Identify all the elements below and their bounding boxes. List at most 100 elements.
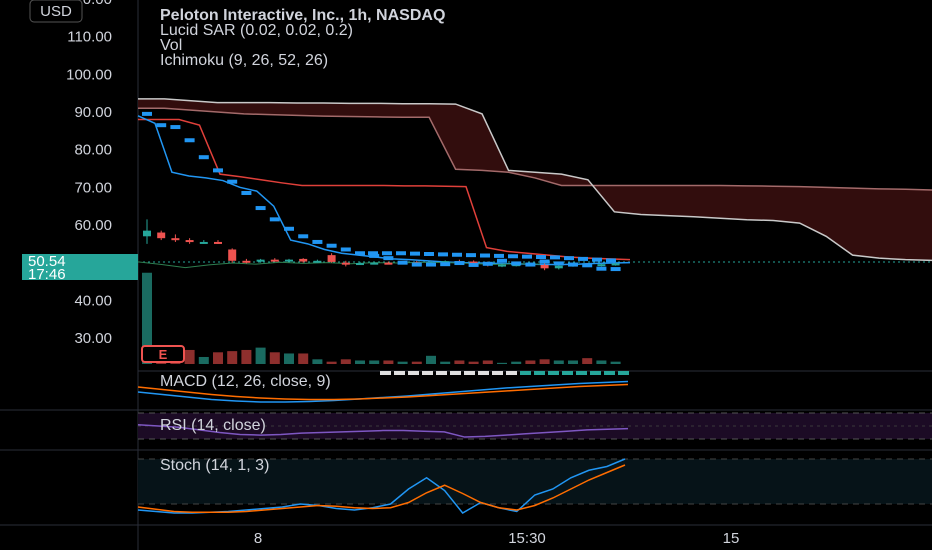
sar-dot [227,179,238,184]
candle-body [242,260,251,263]
volume-bar [454,360,465,364]
last-price-tag [22,254,138,280]
sar-dot [497,258,507,263]
price-tick-label: 30.00 [74,330,112,347]
sar-dot [482,261,493,266]
volume-bar [511,361,522,364]
sar-dot [156,123,167,128]
candle-body [597,264,606,267]
macd-histogram-bar [408,371,419,375]
volume-bar [227,351,238,364]
time-axis[interactable]: 8 15:30 15 [254,530,740,547]
sar-dot-upper [592,257,602,262]
volume-bar [255,347,266,364]
macd-histogram-bar [478,371,489,375]
volume-bar [326,361,337,364]
candle-body [540,264,549,269]
ichimoku-cloud-fill [138,98,932,261]
time-tick-label: 15 [723,530,740,547]
sar-dot-upper [424,252,434,257]
candle-body [270,259,279,262]
macd-histogram-bar [590,371,601,375]
macd-histogram-bar [562,371,573,375]
sar-dot-upper [522,254,532,259]
sar-dot [468,262,479,267]
volume-bar [426,355,436,364]
sar-dot [411,262,422,267]
time-tick-label: 8 [254,530,262,547]
candle-body [285,259,293,262]
volume-bar [525,360,536,364]
candle-body [611,263,620,266]
volume-bar [482,360,493,364]
volume-bar [440,361,451,364]
candle-body [313,260,322,263]
volume-bar [184,349,195,364]
tenkan-line [137,115,631,266]
volume-bar [568,360,578,364]
macd-histogram-bar [520,371,531,375]
volume-bar [369,360,380,364]
macd-signal-line [137,383,629,401]
indicator-label-sar[interactable]: Lucid SAR (0.02, 0.02, 0.2) [160,22,353,39]
price-tick-label: 60.00 [74,217,112,234]
sar-dot [312,239,323,244]
price-axis[interactable]: 110.00 100.00 90.00 80.00 70.00 60.00 40.00 30.… [66,0,112,347]
sar-dot [553,261,564,266]
macd-histogram-bar [436,371,447,375]
candle-body [469,261,478,264]
candle-body [356,263,364,266]
currency-label: USD [40,3,72,20]
volume-bar [411,361,422,364]
sar-dot-upper [606,258,616,263]
volume-bar [340,359,351,364]
sar-dot [340,247,351,252]
sar-dot [525,262,536,267]
candle-body [370,262,379,265]
rsi-label[interactable]: RSI (14, close) [160,417,266,434]
sar-dot [440,262,451,267]
indicator-label-ichimoku[interactable]: Ichimoku (9, 26, 52, 26) [160,52,328,69]
sar-dot-upper [452,252,462,257]
indicator-label-vol[interactable]: Vol [160,37,182,54]
sar-dot [326,243,337,248]
macd-histogram-bar [492,371,503,375]
macd-label[interactable]: MACD (12, 26, close, 9) [160,373,331,390]
sar-dot-upper [508,254,518,259]
volume-bar [142,272,152,364]
volume-bar [241,349,252,364]
macd-histogram-bar [618,371,629,375]
price-tick-label: 70.00 [74,179,112,196]
candle-body [157,232,166,239]
volume-bar [312,359,323,364]
volume-bar [497,362,507,364]
volume-bar [468,361,479,364]
candle-body [171,238,180,241]
volume-bar [553,360,564,364]
sar-dot-upper [382,251,392,256]
sar-dot-upper [480,253,490,258]
earnings-marker[interactable]: E [141,345,185,363]
symbol-title[interactable]: Peloton Interactive, Inc., 1h, NASDAQ [160,7,445,24]
price-tick-label: 80.00 [74,142,112,159]
candle-body [228,249,237,261]
price-tick-label: 90.00 [74,104,112,121]
volume-bar [383,360,394,364]
volume-bar [596,360,607,364]
sar-dot [269,217,280,222]
sar-dot [355,251,365,256]
sar-dot [198,155,209,160]
candle-body [214,241,222,244]
sar-dot-upper [410,251,420,256]
volume-bar [284,353,294,364]
sar-dot-upper [396,251,406,256]
sar-dot-upper [578,256,588,261]
stoch-label[interactable]: Stoch (14, 1, 3) [160,457,269,474]
volume-bar [355,360,365,364]
macd-histogram-bar [576,371,587,375]
candle-body [554,265,563,269]
sar-dot [596,266,607,271]
currency-box[interactable] [29,0,83,23]
